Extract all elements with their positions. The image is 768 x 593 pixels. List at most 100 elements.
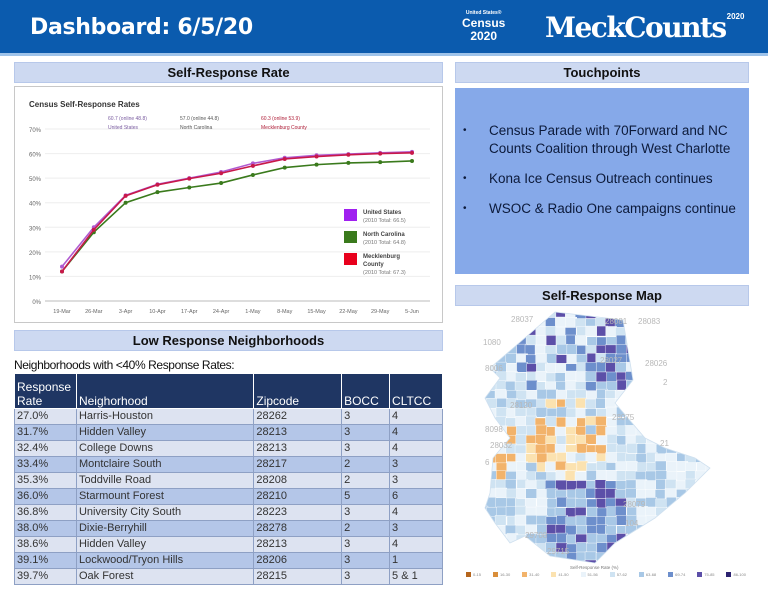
map-tract bbox=[505, 542, 518, 554]
map-tract bbox=[655, 326, 667, 337]
x-tick-label: 19-Mar bbox=[53, 309, 71, 315]
annotation-value: 60.7 (online 48.8) bbox=[108, 116, 147, 122]
map-tract bbox=[536, 388, 549, 400]
data-point bbox=[123, 193, 128, 198]
map-tract bbox=[645, 335, 657, 346]
map-tract bbox=[695, 516, 707, 527]
legend-label: 31-40 bbox=[529, 572, 540, 577]
legend-item: 57-62 bbox=[609, 572, 627, 578]
column-header: Neighorhood bbox=[75, 373, 255, 409]
data-point bbox=[282, 156, 287, 161]
map-tract bbox=[525, 550, 537, 562]
data-point bbox=[155, 182, 160, 187]
x-tick-label: 24-Apr bbox=[213, 309, 230, 315]
map-tract bbox=[655, 408, 668, 420]
map-tract bbox=[695, 397, 708, 409]
map-tract bbox=[506, 461, 518, 472]
census-2020-logo: United States® Census 2020 bbox=[462, 10, 505, 43]
map-tract bbox=[486, 326, 498, 337]
zip-label: 28120 bbox=[510, 401, 533, 410]
map-tract bbox=[495, 407, 508, 418]
map-tract bbox=[696, 318, 708, 329]
map-tract bbox=[575, 524, 588, 536]
map-tract bbox=[485, 312, 487, 319]
map-tract bbox=[525, 334, 538, 346]
map-tract bbox=[504, 381, 517, 392]
map-tract bbox=[704, 435, 710, 446]
map-tract bbox=[485, 434, 487, 446]
map-tract bbox=[485, 312, 497, 320]
map-tract bbox=[485, 560, 497, 563]
table-caption: Neighborhoods with <40% Response Rates: bbox=[14, 358, 235, 372]
map-tract bbox=[706, 471, 710, 482]
map-tract bbox=[625, 488, 637, 499]
x-tick-label: 10-Apr bbox=[149, 309, 166, 315]
map-tract bbox=[485, 379, 489, 391]
map-tract bbox=[555, 560, 567, 563]
map-tract bbox=[666, 327, 678, 338]
zip-label: 28083 bbox=[638, 317, 661, 326]
table-cell: 2 bbox=[341, 456, 391, 473]
x-tick-label: 5-Jun bbox=[405, 309, 419, 315]
map-tract bbox=[635, 453, 648, 464]
map-tract bbox=[524, 344, 537, 356]
map-tract bbox=[496, 318, 508, 329]
map-tract bbox=[495, 325, 507, 337]
legend-swatch bbox=[580, 572, 586, 578]
map-tract bbox=[676, 542, 689, 553]
map-tract bbox=[545, 561, 558, 563]
map-tract bbox=[706, 354, 710, 365]
map-tract bbox=[565, 370, 577, 382]
map-tract bbox=[685, 326, 697, 337]
map-heading: Self-Response Map bbox=[455, 285, 749, 306]
map-tract bbox=[526, 561, 538, 563]
legend-swatch bbox=[668, 572, 674, 578]
y-tick-label: 70% bbox=[29, 128, 42, 134]
map-tract bbox=[666, 312, 678, 320]
map-tract bbox=[655, 524, 667, 536]
map-tract bbox=[645, 497, 658, 508]
map-tract bbox=[494, 561, 507, 563]
map-tract bbox=[636, 398, 649, 410]
y-tick-label: 20% bbox=[29, 251, 42, 257]
map-tract bbox=[655, 533, 667, 544]
map-tract bbox=[605, 452, 617, 463]
map-tract bbox=[704, 408, 710, 419]
neighborhoods-table: Response Rate Neighorhood Zipcode BOCC CLTCC… bbox=[14, 373, 443, 585]
map-tract bbox=[595, 552, 608, 563]
map-tract bbox=[485, 471, 488, 482]
data-point bbox=[314, 162, 319, 167]
zip-label: 28027 bbox=[600, 356, 623, 365]
map-tract bbox=[565, 434, 578, 445]
map-tract bbox=[686, 317, 699, 329]
map-tract bbox=[555, 363, 567, 374]
annotation-value: 60.3 (online 53.9) bbox=[261, 116, 300, 122]
map-tract bbox=[646, 552, 658, 563]
table-cell: 2 bbox=[341, 520, 391, 537]
table-row: 27.0% Harris-Houston 28262 3 4 bbox=[14, 408, 443, 425]
map-tract bbox=[585, 434, 597, 445]
map-tract bbox=[664, 335, 677, 346]
map-tract bbox=[705, 532, 710, 544]
data-point bbox=[410, 150, 414, 155]
map-tract bbox=[695, 542, 708, 554]
map-tract bbox=[575, 426, 587, 437]
map-tract bbox=[555, 334, 568, 346]
map-tract bbox=[656, 543, 669, 554]
legend-item: 41-50 bbox=[551, 572, 569, 578]
zip-label: 104 bbox=[625, 519, 639, 528]
map-tract bbox=[705, 516, 710, 528]
table-cell: 28278 bbox=[253, 520, 343, 537]
map-tract bbox=[525, 488, 537, 499]
map-tract bbox=[586, 470, 598, 481]
self-response-rate-heading: Self-Response Rate bbox=[14, 62, 443, 83]
map-tract bbox=[635, 426, 648, 437]
table-row: 38.0% Dixie-Berryhill 28278 2 3 bbox=[14, 520, 443, 537]
map-tract bbox=[705, 397, 710, 409]
zip-label: 28037 bbox=[511, 315, 534, 324]
map-tract bbox=[676, 533, 688, 545]
data-point bbox=[60, 264, 64, 269]
map-tract bbox=[565, 380, 577, 392]
header-bar: Dashboard: 6/5/20 United States® Census … bbox=[0, 0, 768, 56]
data-point bbox=[378, 160, 383, 165]
